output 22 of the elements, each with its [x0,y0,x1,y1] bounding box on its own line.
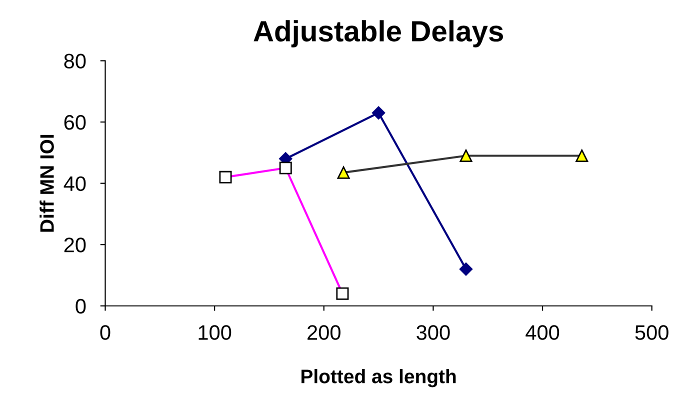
point [576,149,588,162]
x-tick-label: 0 [100,325,110,340]
y-tick-label: 20 [64,238,86,252]
y-axis-title: Diff MN IOI [40,134,54,232]
y-tick-label: 80 [64,54,86,69]
point [372,106,386,120]
point [337,166,350,179]
x-tick-label: 100 [198,325,232,340]
point [459,262,473,276]
chart-title: Adjustable Delays [254,20,503,48]
x-axis-title: Plotted as length [302,369,456,388]
x-tick-label: 200 [308,325,340,340]
x-tick-label: 500 [635,325,668,340]
point [279,162,292,174]
y-tick-label: 60 [64,115,86,130]
point [460,149,472,162]
point [336,287,349,300]
x-tick-label: 400 [526,325,560,340]
point [219,170,232,184]
y-tick-label: 0 [76,298,86,314]
y-tick-label: 40 [64,176,86,192]
x-tick-label: 300 [416,325,450,340]
